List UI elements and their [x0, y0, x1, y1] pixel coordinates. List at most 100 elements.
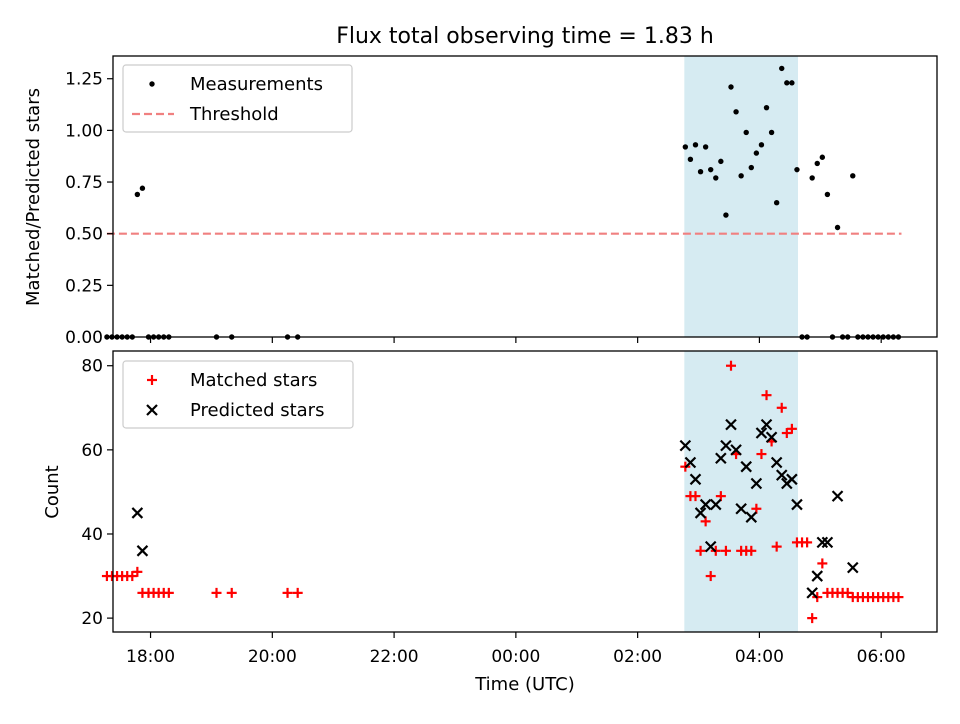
bottom-axes-frame: [112, 350, 938, 633]
top-axes-frame: [112, 55, 938, 338]
predicted-star-point: [735, 502, 747, 515]
matched-star-point: [700, 516, 711, 527]
cross-b: [684, 456, 697, 469]
x-tick-label: 06:00: [857, 647, 906, 667]
predicted-star-point: [846, 561, 859, 574]
matched-star-point: [715, 491, 726, 502]
x-tick-label: 00:00: [491, 647, 540, 667]
bottom-highlight-span: [684, 351, 798, 632]
measurement-point: [723, 212, 729, 218]
cross-b: [715, 452, 727, 465]
cross-b: [821, 536, 834, 549]
y-tick-label: 1.25: [65, 70, 103, 90]
predicted-star-point: [811, 570, 824, 582]
measurement-point: [682, 144, 689, 150]
top-x-ticks: [149, 337, 882, 343]
predicted-star-point: [760, 418, 773, 431]
matched-star-point: [705, 571, 716, 582]
y-tick-label: 1.00: [65, 121, 103, 141]
cross-b: [765, 431, 778, 444]
matched-star-point: [786, 423, 797, 434]
bottom-panel: 20 40 60 80 18:00 20:00 22:00 00:00 02:00 04:00 0…: [42, 350, 938, 695]
predicted-star-point: [704, 540, 717, 553]
measurement-point: [758, 142, 765, 148]
cross-b: [745, 511, 758, 523]
predicted-star-point: [136, 545, 149, 557]
y-tick-label: 0.25: [65, 276, 103, 296]
matched-star-point: [163, 587, 174, 598]
predicted-star-point: [710, 498, 722, 511]
measurement-point: [134, 191, 141, 198]
cross-b: [136, 545, 149, 557]
cross-b: [710, 498, 722, 511]
figure-title: Flux total observing time = 1.83 h: [336, 24, 714, 49]
y-tick-label: 0.75: [65, 173, 103, 193]
predicted-star-point: [715, 452, 727, 465]
legend-measurement-marker: [149, 81, 155, 87]
bottom-y-axis: 20 40 60 80: [81, 357, 113, 629]
predicted-star-point: [689, 473, 702, 486]
bottom-legend: Matched stars Predicted stars: [122, 360, 354, 429]
measurement-point: [850, 173, 856, 179]
matched-star-point: [690, 491, 701, 502]
predicted-star-point: [684, 456, 697, 469]
cross-b: [735, 502, 747, 515]
y-tick-label: 40: [81, 525, 103, 545]
legend-threshold-label: Threshold: [189, 104, 279, 125]
cross-b: [775, 469, 788, 481]
cross-b: [689, 473, 702, 486]
matched-star-point: [751, 503, 762, 514]
predicted-star-point: [831, 490, 844, 502]
measurement-point: [139, 185, 146, 191]
measurement-point: [692, 142, 699, 148]
measurement-point: [743, 129, 749, 136]
legend-predicted-marker: [146, 404, 158, 416]
predicted-star-point: [725, 418, 737, 431]
predicted-star-point: [730, 444, 742, 456]
matched-star-point: [761, 390, 772, 401]
measurement-point: [738, 173, 744, 179]
cross-b: [725, 418, 737, 431]
bottom-legend-box: [122, 360, 354, 429]
predicted-star-point: [745, 511, 758, 523]
top-legend-box: [122, 64, 353, 133]
predicted-star-point: [679, 439, 692, 452]
predicted-star-point: [765, 431, 778, 444]
measurement-point: [763, 104, 770, 111]
y-tick-label: 60: [81, 441, 103, 461]
x-tick-label: 20:00: [248, 647, 297, 667]
measurement-point: [753, 150, 760, 156]
matched-star-point: [695, 545, 706, 556]
cross-b: [699, 498, 712, 511]
measurement-point: [728, 84, 734, 90]
predicted-star-point: [791, 498, 803, 511]
cross-b: [740, 460, 752, 473]
x-tick-label: 18:00: [126, 647, 175, 667]
x-tick-label: 04:00: [735, 647, 784, 667]
predicted-star-point: [750, 477, 763, 490]
x-tick-label: 02:00: [613, 647, 662, 667]
measurement-point: [104, 334, 110, 340]
predicted-star-point: [770, 456, 783, 469]
y-tick-label: 80: [81, 357, 103, 377]
cross-b: [679, 439, 692, 452]
measurement-point: [784, 80, 790, 86]
cross-b: [806, 587, 818, 599]
matched-star-point: [756, 449, 767, 460]
predicted-star-point: [720, 439, 732, 452]
cross-b: [791, 498, 803, 511]
bottom-data-marks: [101, 360, 904, 624]
cross-b: [831, 490, 844, 502]
matched-star-point: [807, 613, 818, 624]
top-highlight-span: [684, 56, 798, 337]
top-legend: Measurements Threshold: [122, 64, 353, 133]
cross-b: [786, 473, 798, 486]
measurement-point: [834, 224, 841, 231]
legend-matched-marker: [147, 375, 157, 385]
legend-predicted-label: Predicted stars: [190, 400, 324, 421]
predicted-star-point: [816, 536, 829, 549]
cross-b: [720, 439, 732, 452]
cross-b: [750, 477, 763, 490]
predicted-star-point: [786, 473, 798, 486]
measurement-point: [687, 156, 694, 163]
